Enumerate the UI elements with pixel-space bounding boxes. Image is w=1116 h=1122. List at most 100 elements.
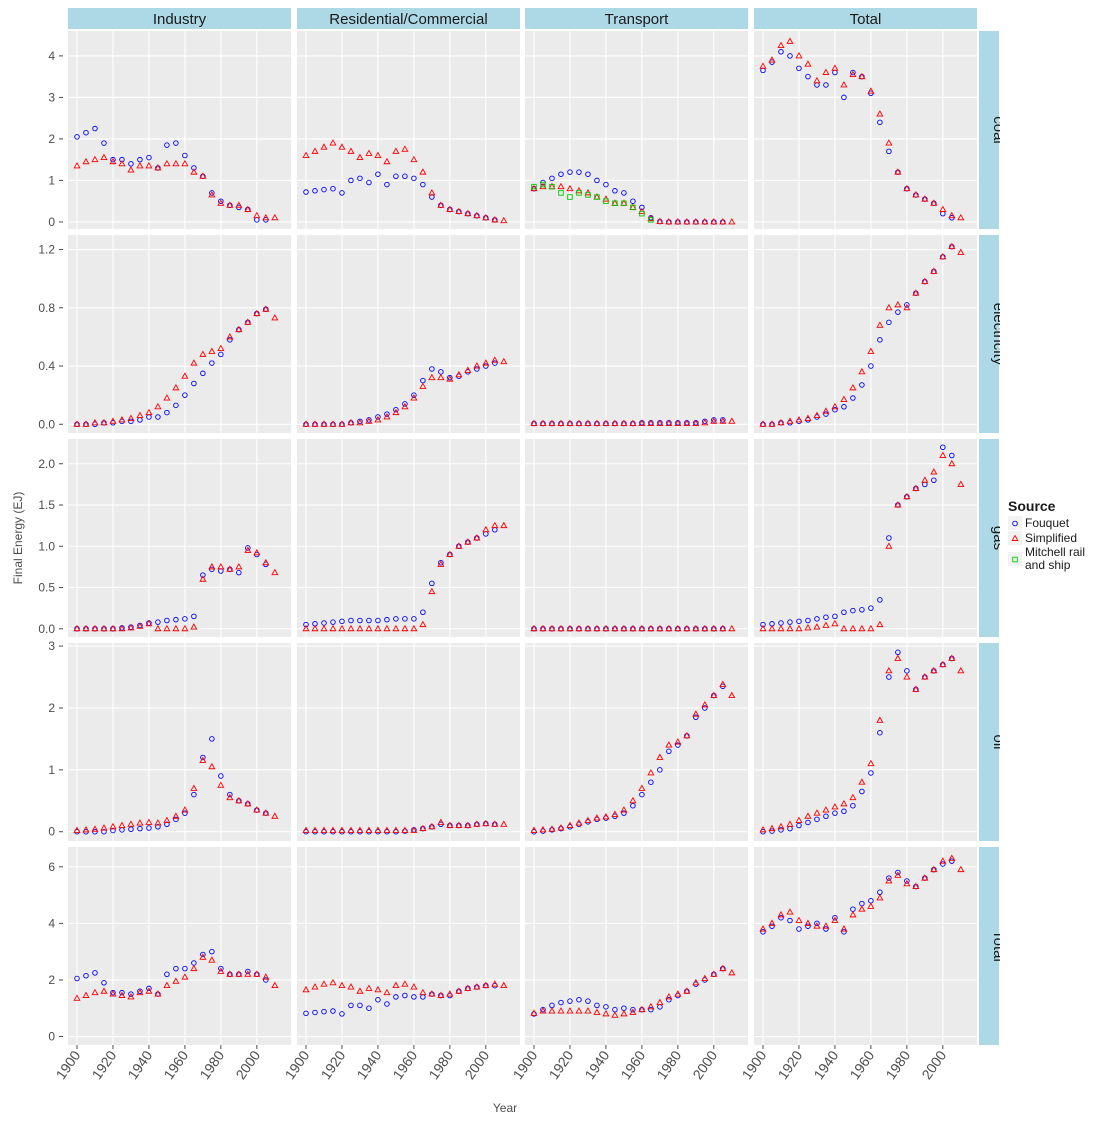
- point: [639, 791, 645, 798]
- point: [428, 188, 436, 196]
- point: [540, 181, 546, 188]
- point: [840, 624, 848, 632]
- point: [173, 140, 179, 146]
- point: [832, 914, 838, 921]
- point: [904, 302, 910, 308]
- point: [566, 821, 574, 828]
- point: [118, 624, 126, 632]
- point: [209, 566, 215, 573]
- point: [530, 1009, 538, 1016]
- point: [145, 161, 153, 169]
- point: [638, 1005, 646, 1013]
- point: [894, 168, 902, 175]
- point: [163, 624, 171, 632]
- y-tick-label: 3: [48, 90, 55, 104]
- point: [199, 575, 207, 582]
- point: [849, 70, 857, 78]
- point: [621, 200, 627, 207]
- panel-background: [525, 847, 748, 1045]
- point: [885, 303, 893, 311]
- point: [181, 806, 189, 813]
- point: [823, 926, 829, 932]
- point: [557, 182, 565, 190]
- point: [411, 175, 417, 182]
- point: [593, 1008, 601, 1015]
- point: [356, 418, 364, 426]
- point: [777, 822, 785, 830]
- point: [693, 714, 699, 721]
- point: [347, 147, 355, 154]
- point: [482, 213, 490, 221]
- point: [365, 984, 373, 991]
- point: [208, 562, 216, 570]
- point: [374, 624, 382, 632]
- point: [858, 778, 866, 785]
- panel-background: [297, 439, 520, 637]
- point: [464, 984, 472, 991]
- point: [73, 161, 81, 169]
- y-tick-label: 1.0: [38, 539, 55, 553]
- point: [190, 623, 198, 630]
- point: [930, 666, 938, 674]
- point: [850, 802, 856, 809]
- point: [692, 710, 700, 717]
- point: [253, 211, 261, 219]
- point: [894, 871, 902, 878]
- point: [330, 1008, 336, 1014]
- point: [235, 970, 243, 977]
- point: [429, 580, 435, 587]
- point: [841, 609, 847, 616]
- point: [473, 211, 481, 219]
- x-tick-label: 2000: [232, 1047, 263, 1082]
- point: [557, 1007, 565, 1014]
- point: [931, 477, 937, 484]
- point: [338, 624, 346, 632]
- point: [894, 300, 902, 308]
- point: [136, 622, 144, 629]
- panel-background: [754, 439, 977, 637]
- point: [155, 619, 161, 625]
- point: [383, 988, 391, 996]
- point: [73, 420, 81, 427]
- x-tick-label: 1940: [810, 1047, 841, 1082]
- point: [92, 970, 98, 976]
- point: [594, 194, 600, 200]
- point: [411, 392, 417, 398]
- point: [190, 168, 198, 175]
- point: [823, 813, 829, 820]
- point: [437, 818, 445, 825]
- point: [768, 420, 776, 427]
- point: [912, 289, 920, 296]
- point: [420, 181, 426, 188]
- point: [813, 411, 821, 418]
- point: [392, 624, 400, 632]
- legend-item: Fouquet: [1008, 516, 1114, 530]
- point: [491, 980, 499, 987]
- point: [566, 419, 574, 426]
- point: [83, 129, 89, 136]
- point: [455, 542, 463, 549]
- point: [182, 810, 188, 816]
- panel-background: [525, 31, 748, 229]
- point: [181, 624, 189, 632]
- point: [849, 624, 857, 632]
- point: [674, 419, 682, 426]
- strip: [979, 439, 999, 637]
- point: [227, 791, 233, 798]
- point: [226, 201, 234, 208]
- point: [482, 981, 490, 989]
- point: [832, 810, 838, 816]
- point: [428, 373, 436, 381]
- point: [630, 204, 636, 211]
- point: [719, 218, 727, 225]
- point: [145, 619, 153, 627]
- point: [841, 404, 847, 410]
- point: [383, 157, 391, 165]
- point: [957, 666, 965, 674]
- point: [567, 169, 573, 175]
- point: [786, 37, 794, 44]
- point: [683, 624, 691, 632]
- point: [648, 1006, 654, 1013]
- point: [191, 613, 197, 620]
- point: [940, 444, 946, 451]
